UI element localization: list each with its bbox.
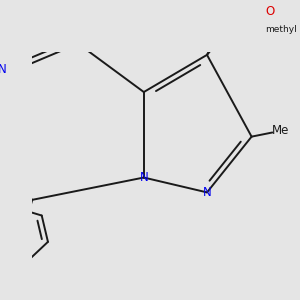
Text: N: N	[202, 186, 211, 199]
Text: Me: Me	[272, 124, 290, 137]
Text: N: N	[140, 171, 148, 184]
Text: O: O	[266, 5, 275, 18]
Text: methyl: methyl	[266, 26, 297, 34]
Text: N: N	[0, 63, 7, 76]
